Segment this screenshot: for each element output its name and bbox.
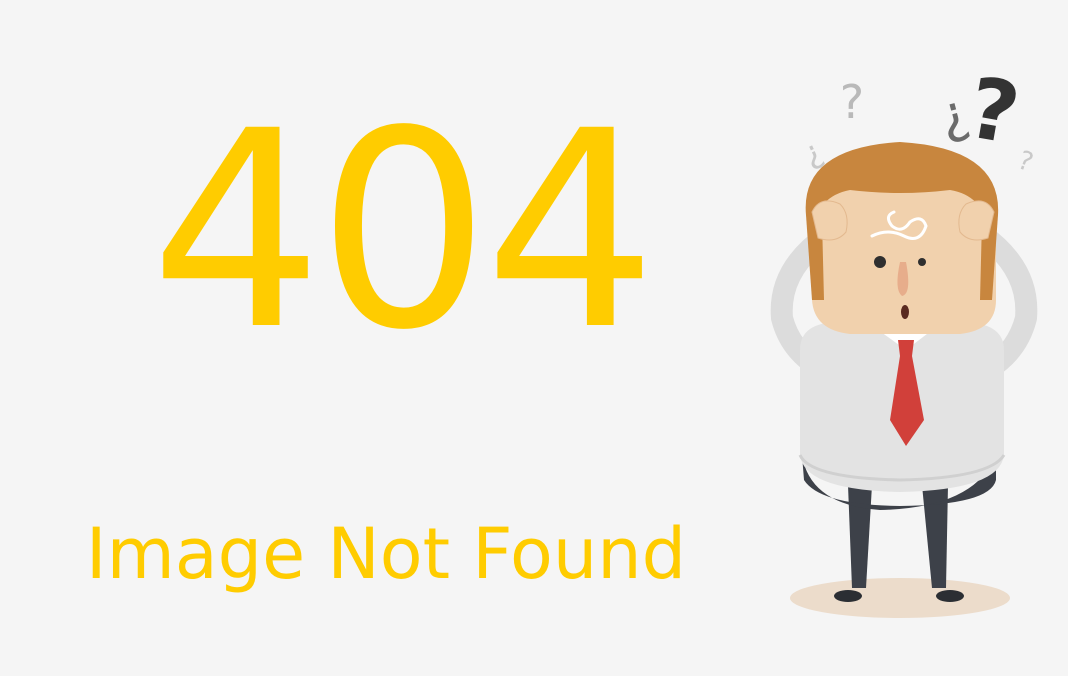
- question-mark-icon: ?: [840, 75, 864, 129]
- hands: [811, 200, 995, 241]
- question-mark-icon: ?: [1014, 145, 1037, 178]
- error-code: 404: [150, 74, 657, 390]
- tie: [890, 340, 924, 446]
- eyes: [874, 256, 926, 268]
- hair: [805, 142, 999, 230]
- nose: [897, 262, 909, 296]
- legs: [848, 485, 948, 588]
- waistline: [798, 454, 1006, 482]
- mouth: [901, 305, 909, 319]
- floor-shadow: [790, 578, 1010, 618]
- confused-man-illustration: ? ¿ ¿ ? ?: [770, 58, 1038, 618]
- question-mark-icon: ?: [961, 58, 1026, 163]
- error-message: Image Not Found: [85, 513, 687, 595]
- head: [812, 150, 996, 334]
- confusion-squiggle: [870, 210, 928, 240]
- shoes: [834, 590, 964, 602]
